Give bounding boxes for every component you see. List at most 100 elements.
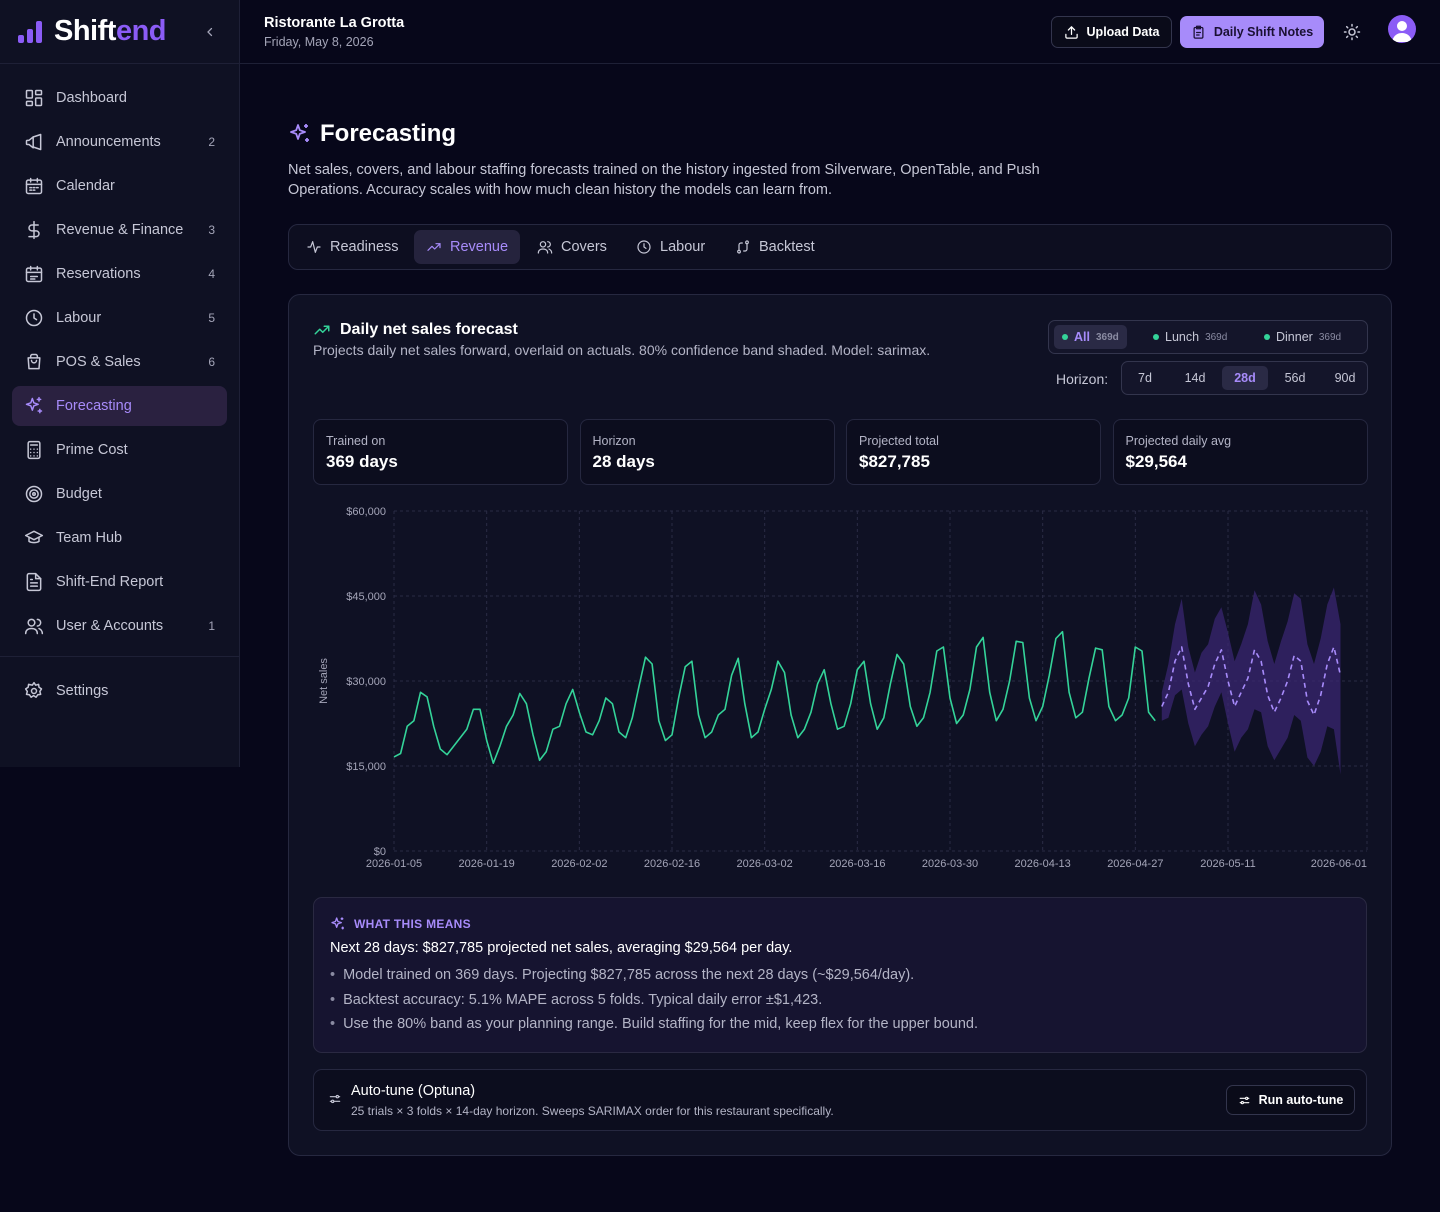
settings-icon <box>24 681 43 698</box>
sidebar-item-label: Forecasting <box>56 398 132 414</box>
run-autotune-button[interactable]: Run auto-tune <box>1226 1085 1355 1115</box>
status-dot <box>1153 334 1159 340</box>
sidebar-item-budget[interactable]: Budget <box>12 474 227 514</box>
x-tick-label: 2026-04-27 <box>1107 858 1163 870</box>
x-tick-label: 2026-03-16 <box>829 858 885 870</box>
sidebar-item-count: 5 <box>208 311 215 325</box>
status-dot <box>1264 334 1270 340</box>
x-tick-label: 2026-03-02 <box>737 858 793 870</box>
notes-icon <box>1193 25 1204 39</box>
insight-panel: WHAT THIS MEANS Next 28 days: $827,785 p… <box>313 897 1367 1053</box>
y-tick-label: $45,000 <box>346 591 386 603</box>
calculator-icon <box>27 440 41 460</box>
stat-label: Trained on <box>326 434 386 448</box>
chevron-left-icon <box>207 27 213 37</box>
user-icon <box>1392 21 1412 42</box>
dashboard-icon <box>25 89 43 107</box>
sidebar-item-forecasting[interactable]: Forecasting <box>12 386 227 426</box>
tab-covers[interactable]: Covers <box>525 230 619 264</box>
sidebar-item-dashboard[interactable]: Dashboard <box>12 78 227 118</box>
collapse-sidebar-button[interactable] <box>200 22 220 42</box>
shopping-bag-icon <box>27 353 41 370</box>
horizon-selector: 7d 14d 28d 56d 90d <box>1121 361 1368 395</box>
stat-horizon: Horizon 28 days <box>579 419 835 485</box>
x-tick-label: 2026-03-30 <box>922 858 978 870</box>
sidebar-item-label: Announcements <box>56 134 161 150</box>
horizon-28d[interactable]: 28d <box>1222 366 1268 390</box>
sidebar-item-label: Prime Cost <box>56 442 128 458</box>
x-tick-label: 2026-01-05 <box>366 858 422 870</box>
sidebar-item-user-accounts[interactable]: User & Accounts 1 <box>12 606 227 646</box>
segment-count: 369d <box>1095 331 1119 343</box>
sidebar-item-reservations[interactable]: Reservations 4 <box>12 254 227 294</box>
stat-label: Horizon <box>592 434 636 448</box>
theme-toggle-button[interactable] <box>1340 20 1364 44</box>
sidebar-item-label: Reservations <box>56 266 141 282</box>
stat-value: $29,564 <box>1125 452 1187 471</box>
stat-trained-on: Trained on 369 days <box>313 419 568 485</box>
page-title: Forecasting <box>288 120 456 148</box>
horizon-56d[interactable]: 56d <box>1284 371 1306 385</box>
dollar-icon <box>28 220 40 240</box>
user-avatar[interactable] <box>1388 15 1416 43</box>
segment-label: Dinner <box>1276 330 1313 344</box>
sidebar-item-settings[interactable]: Settings <box>12 671 227 711</box>
tab-labour[interactable]: Labour <box>624 230 717 264</box>
tab-readiness[interactable]: Readiness <box>294 230 411 264</box>
stat-label: Projected total <box>859 434 939 448</box>
sidebar-item-team-hub[interactable]: Team Hub <box>12 518 227 558</box>
run-autotune-label: Run auto-tune <box>1258 1093 1344 1107</box>
sidebar-item-prime-cost[interactable]: Prime Cost <box>12 430 227 470</box>
x-tick-label: 2026-02-16 <box>644 858 700 870</box>
brand-name: Shiftend <box>54 15 167 48</box>
tab-label: Covers <box>561 239 607 255</box>
sidebar-item-revenue-finance[interactable]: Revenue & Finance 3 <box>12 210 227 250</box>
segment-count: 369d <box>1205 331 1228 343</box>
tab-label: Revenue <box>450 239 509 255</box>
stat-value: 369 days <box>326 452 398 471</box>
segment-dinner[interactable]: Dinner 369d <box>1256 325 1349 349</box>
y-tick-label: $15,000 <box>346 761 386 773</box>
segment-lunch[interactable]: Lunch 369d <box>1145 325 1235 349</box>
sidebar-item-shift-end-report[interactable]: Shift-End Report <box>12 562 227 602</box>
sliders-icon <box>1239 1096 1250 1104</box>
daily-shift-notes-button[interactable]: Daily Shift Notes <box>1180 16 1324 48</box>
x-tick-label: 2026-04-13 <box>1015 858 1071 870</box>
forecast-tabs: Readiness Revenue Covers Labour Backtest <box>288 224 1392 270</box>
sidebar-item-calendar[interactable]: Calendar <box>12 166 227 206</box>
upload-data-button[interactable]: Upload Data <box>1051 16 1172 48</box>
y-axis-label: Net sales <box>318 658 330 704</box>
insight-bullet: Use the 80% band as your planning range.… <box>330 1016 978 1041</box>
sidebar-item-label: User & Accounts <box>56 618 164 634</box>
stat-value: $827,785 <box>859 452 930 471</box>
horizon-90d[interactable]: 90d <box>1334 371 1356 385</box>
graduation-cap-icon <box>24 530 44 544</box>
tab-label: Labour <box>660 239 706 255</box>
stat-label: Projected daily avg <box>1125 434 1232 448</box>
card-title-text: Daily net sales forecast <box>340 321 518 338</box>
tab-revenue[interactable]: Revenue <box>414 230 521 264</box>
insight-summary: Next 28 days: $827,785 projected net sal… <box>330 940 793 956</box>
segment-all[interactable]: All 369d <box>1054 325 1127 349</box>
sidebar-item-pos-sales[interactable]: POS & Sales 6 <box>12 342 227 382</box>
horizon-14d[interactable]: 14d <box>1184 371 1206 385</box>
sidebar-item-label: Calendar <box>56 178 115 194</box>
sales-forecast-card: Daily net sales forecast Projects daily … <box>288 294 1392 1156</box>
sidebar-item-label: Settings <box>56 683 109 699</box>
sidebar-item-label: Labour <box>56 310 102 326</box>
tab-label: Readiness <box>330 239 399 255</box>
card-title: Daily net sales forecast <box>313 321 518 339</box>
sidebar-item-announcements[interactable]: Announcements 2 <box>12 122 227 162</box>
tab-backtest[interactable]: Backtest <box>723 230 827 264</box>
restaurant-name: Ristorante La Grotta <box>264 15 405 31</box>
net-sales-chart: $0 $15,000 $30,000 $45,000 $60,000 2026-01-05… <box>318 506 1368 870</box>
brand: Shiftend <box>0 0 239 64</box>
x-tick-label: 2026-02-02 <box>551 858 607 870</box>
sidebar-item-label: Budget <box>56 486 102 502</box>
segment-count: 369d <box>1318 331 1342 343</box>
sidebar-item-label: POS & Sales <box>56 354 141 370</box>
sidebar-item-labour[interactable]: Labour 5 <box>12 298 227 338</box>
target-icon <box>25 485 43 503</box>
sparkles-icon <box>290 124 309 142</box>
horizon-7d[interactable]: 7d <box>1138 371 1152 385</box>
